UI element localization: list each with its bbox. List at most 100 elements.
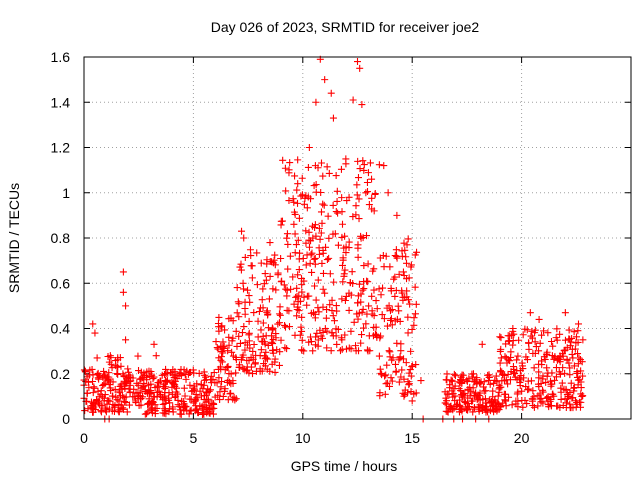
data-point <box>572 333 580 341</box>
data-point <box>382 380 390 388</box>
data-point <box>295 292 303 300</box>
data-point <box>404 313 412 321</box>
data-point <box>486 380 494 388</box>
data-point <box>311 314 319 322</box>
data-point <box>561 346 569 354</box>
data-point <box>233 309 241 317</box>
data-point <box>89 389 97 397</box>
data-point <box>568 334 576 342</box>
data-point <box>329 201 337 209</box>
data-point <box>333 340 341 348</box>
data-point <box>360 324 368 332</box>
data-point <box>546 397 554 405</box>
data-point <box>334 209 342 217</box>
y-tick-label: 0.8 <box>51 230 71 246</box>
data-point <box>209 410 217 418</box>
data-point <box>363 179 371 187</box>
data-point <box>277 221 285 229</box>
data-point <box>119 288 127 296</box>
data-point <box>510 369 518 377</box>
data-point <box>311 224 319 232</box>
data-point <box>475 407 483 415</box>
data-point <box>543 351 551 359</box>
data-point <box>256 352 264 360</box>
data-point <box>217 343 225 351</box>
data-point <box>405 380 413 388</box>
data-point <box>238 353 246 361</box>
data-point <box>283 345 291 353</box>
data-point <box>407 347 415 355</box>
data-point <box>365 201 373 209</box>
data-point <box>380 263 388 271</box>
data-point <box>518 387 526 395</box>
data-point <box>402 359 410 367</box>
data-point <box>463 377 471 385</box>
data-point <box>567 379 575 387</box>
data-point <box>525 385 533 393</box>
data-point <box>325 234 333 242</box>
data-point <box>457 387 465 395</box>
data-point <box>330 317 338 325</box>
data-point <box>308 268 316 276</box>
data-point <box>278 277 286 285</box>
data-point <box>249 370 257 378</box>
data-point <box>577 367 585 375</box>
data-point <box>535 360 543 368</box>
data-point <box>266 239 274 247</box>
data-point <box>186 395 194 403</box>
data-point <box>269 346 277 354</box>
data-point <box>306 259 314 267</box>
data-point <box>502 340 510 348</box>
data-point <box>257 326 265 334</box>
data-point <box>294 180 302 188</box>
data-point <box>518 359 526 367</box>
data-point <box>217 323 225 331</box>
data-point <box>275 310 283 318</box>
data-point <box>472 376 480 384</box>
data-point <box>366 159 374 167</box>
data-point <box>463 376 471 384</box>
data-point <box>215 354 223 362</box>
data-point <box>396 354 404 362</box>
data-point <box>383 361 391 369</box>
data-point <box>312 98 320 106</box>
data-point <box>563 399 571 407</box>
data-point <box>521 396 529 404</box>
data-point <box>531 338 539 346</box>
data-point <box>261 362 269 370</box>
data-point <box>281 323 289 331</box>
data-point <box>409 362 417 370</box>
data-point <box>202 388 210 396</box>
data-point <box>293 186 301 194</box>
data-point <box>169 403 177 411</box>
data-point <box>152 352 160 360</box>
data-point <box>303 292 311 300</box>
data-point <box>378 371 386 379</box>
data-point <box>341 296 349 304</box>
data-point <box>253 249 261 257</box>
data-point <box>207 376 215 384</box>
data-point <box>298 288 306 296</box>
data-point <box>117 380 125 388</box>
data-point <box>496 333 504 341</box>
data-point <box>338 345 346 353</box>
data-point <box>362 320 370 328</box>
data-point <box>323 163 331 171</box>
data-point <box>233 284 241 292</box>
data-point <box>250 340 258 348</box>
data-point <box>159 409 167 417</box>
data-point <box>370 312 378 320</box>
data-point <box>494 392 502 400</box>
data-point <box>93 354 101 362</box>
data-point <box>122 393 130 401</box>
data-point <box>399 268 407 276</box>
data-point <box>148 371 156 379</box>
data-point <box>571 345 579 353</box>
data-point <box>317 208 325 216</box>
data-point <box>350 318 358 326</box>
data-point <box>469 384 477 392</box>
data-point <box>516 378 524 386</box>
data-point <box>403 259 411 267</box>
data-point <box>298 346 306 354</box>
data-point <box>296 297 304 305</box>
